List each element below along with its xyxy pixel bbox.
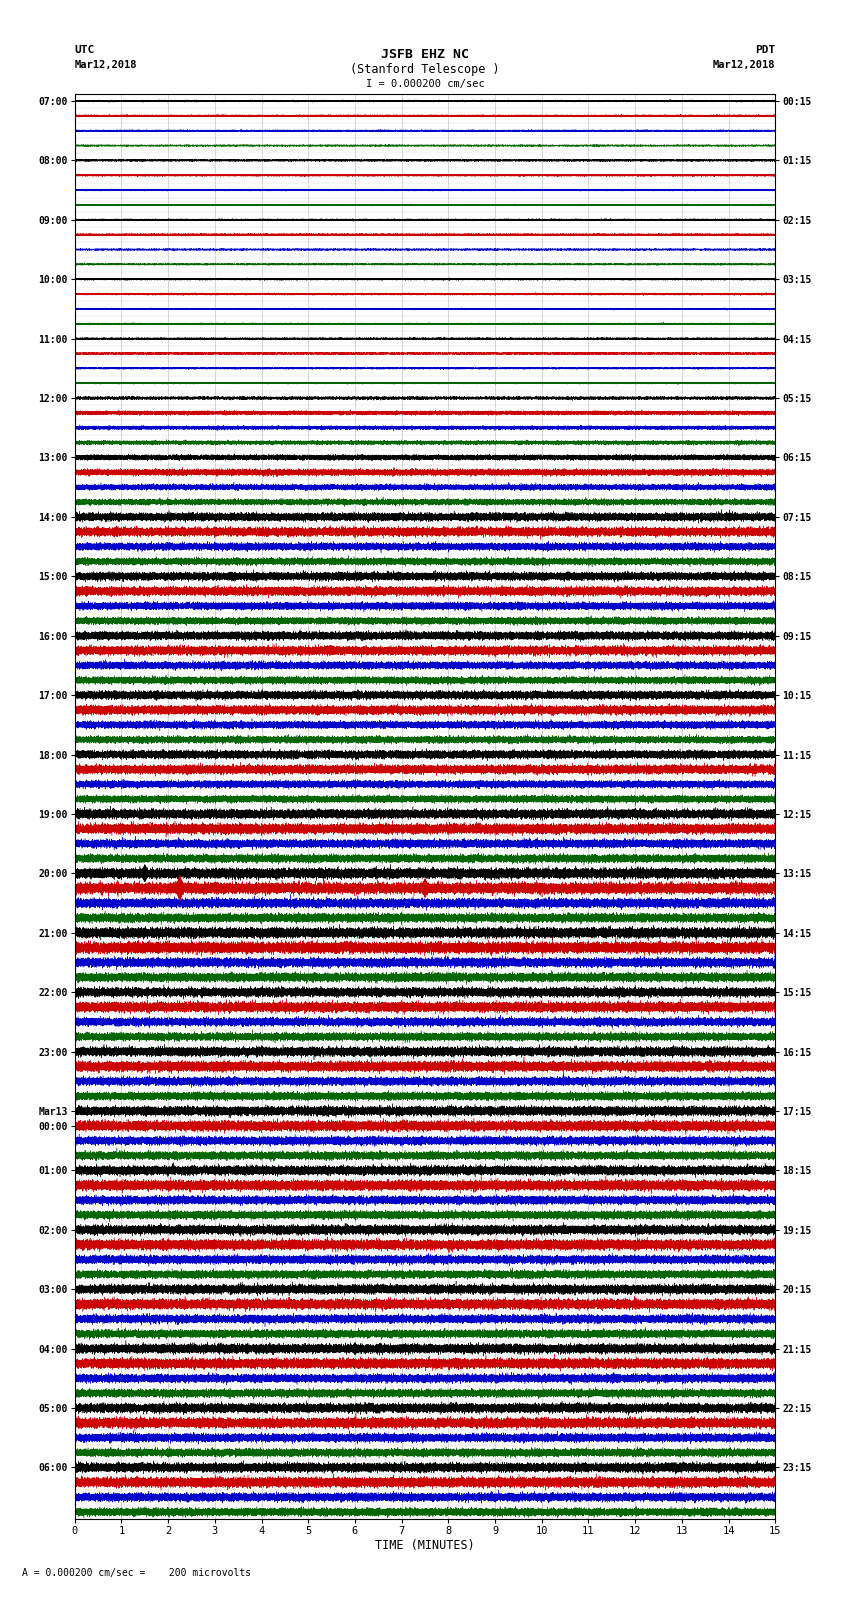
Text: UTC: UTC: [75, 45, 95, 55]
Text: I = 0.000200 cm/sec: I = 0.000200 cm/sec: [366, 79, 484, 89]
Text: Mar12,2018: Mar12,2018: [75, 60, 138, 69]
Text: PDT: PDT: [755, 45, 775, 55]
Text: Mar12,2018: Mar12,2018: [712, 60, 775, 69]
Text: (Stanford Telescope ): (Stanford Telescope ): [350, 63, 500, 76]
Text: A = 0.000200 cm/sec =    200 microvolts: A = 0.000200 cm/sec = 200 microvolts: [22, 1568, 252, 1578]
X-axis label: TIME (MINUTES): TIME (MINUTES): [375, 1539, 475, 1552]
Text: JSFB EHZ NC: JSFB EHZ NC: [381, 48, 469, 61]
